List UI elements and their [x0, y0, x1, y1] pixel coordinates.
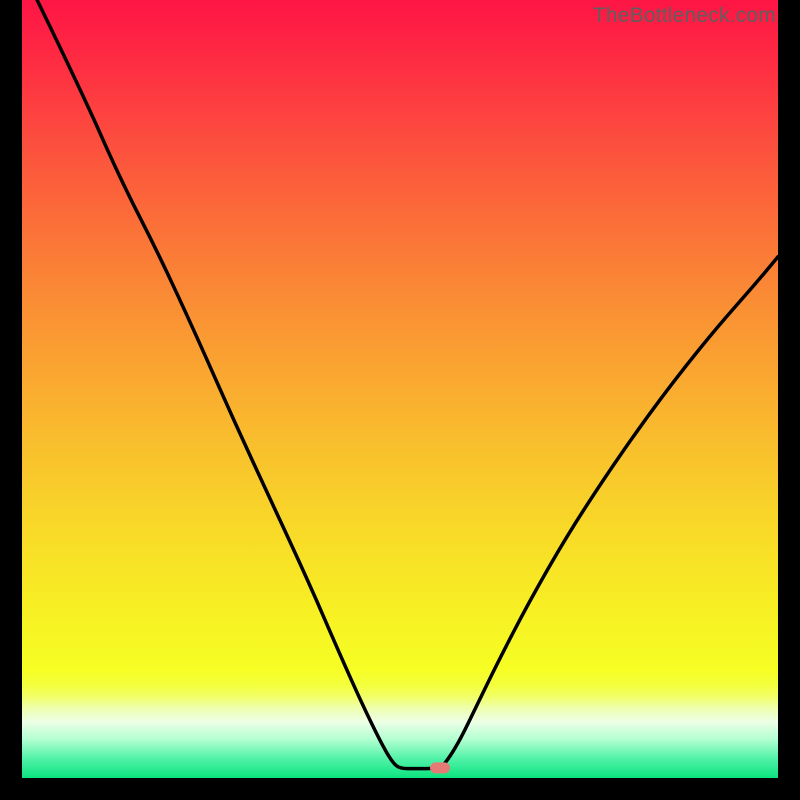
optimum-marker [430, 762, 450, 773]
bottleneck-curve-chart [0, 0, 800, 800]
chart-container: TheBottleneck.com [0, 0, 800, 800]
watermark-text: TheBottleneck.com [593, 4, 776, 28]
plot-background [22, 0, 778, 778]
